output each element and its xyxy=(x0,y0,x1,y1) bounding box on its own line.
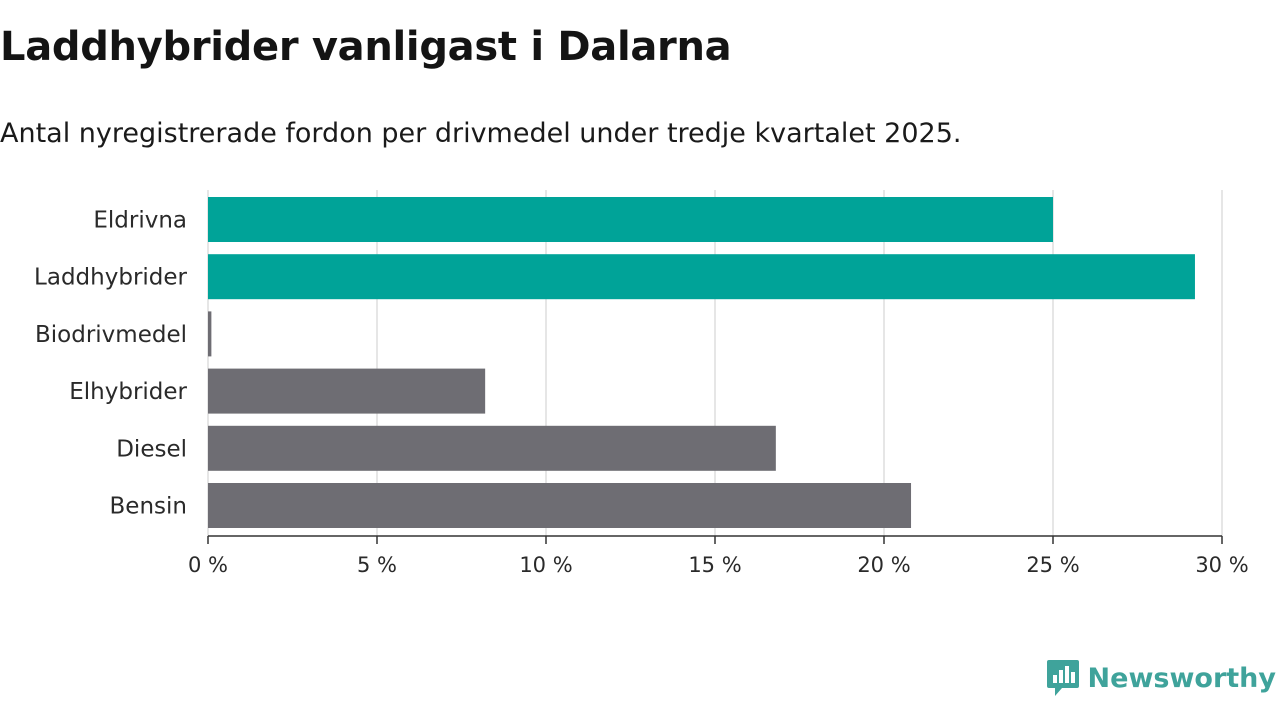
x-tick-label: 20 % xyxy=(857,553,910,577)
x-tick-label: 10 % xyxy=(519,553,572,577)
newsworthy-logo-icon xyxy=(1046,660,1079,696)
chart-title: Laddhybrider vanligast i Dalarna xyxy=(0,24,732,70)
bar-biodrivmedel xyxy=(208,311,212,357)
category-labels: Eldrivna Laddhybrider Biodrivmedel Elhybrid… xyxy=(34,208,187,520)
grid-lines xyxy=(207,190,1223,536)
bars xyxy=(208,197,1195,528)
x-tick-label: 25 % xyxy=(1026,553,1079,577)
chart-subtitle: Antal nyregistrerade fordon per drivmede… xyxy=(0,118,962,149)
category-label: Biodrivmedel xyxy=(35,322,187,348)
brand-name: Newsworthy xyxy=(1087,662,1276,694)
x-tick-label: 30 % xyxy=(1195,553,1248,577)
bar-elhybrider xyxy=(208,368,486,414)
bar-bensin xyxy=(208,483,912,528)
newsworthy-logo: Newsworthy xyxy=(1046,658,1276,698)
bar-diesel xyxy=(208,425,776,471)
category-label: Eldrivna xyxy=(93,208,187,234)
category-label: Laddhybrider xyxy=(34,265,187,291)
bar-laddhybrider xyxy=(208,254,1195,300)
x-tick-label: 5 % xyxy=(357,553,397,577)
category-label: Diesel xyxy=(116,436,187,462)
x-axis: 0 % 5 % 10 % 15 % 20 % 25 % 30 % xyxy=(188,535,1249,577)
x-tick-label: 15 % xyxy=(688,553,741,577)
x-tick-label: 0 % xyxy=(188,553,228,577)
category-label: Elhybrider xyxy=(69,379,187,405)
bar-eldrivna xyxy=(208,197,1053,242)
category-label: Bensin xyxy=(110,494,187,520)
bar-chart: Eldrivna Laddhybrider Biodrivmedel Elhybrid… xyxy=(34,190,1249,577)
